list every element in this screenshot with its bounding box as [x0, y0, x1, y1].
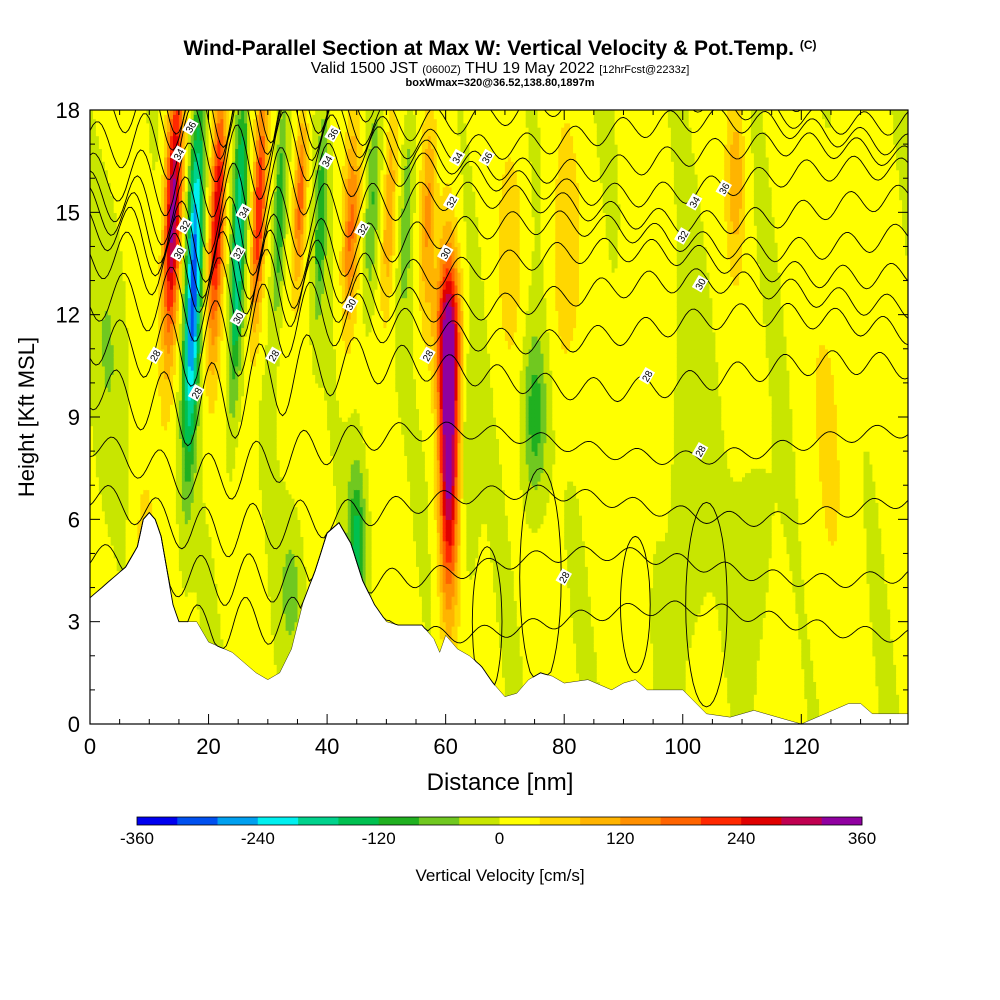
- vertical-velocity-field: [90, 110, 909, 725]
- cross-section-chart: 282828 2828282830303030303232323232343434…: [0, 0, 1000, 1000]
